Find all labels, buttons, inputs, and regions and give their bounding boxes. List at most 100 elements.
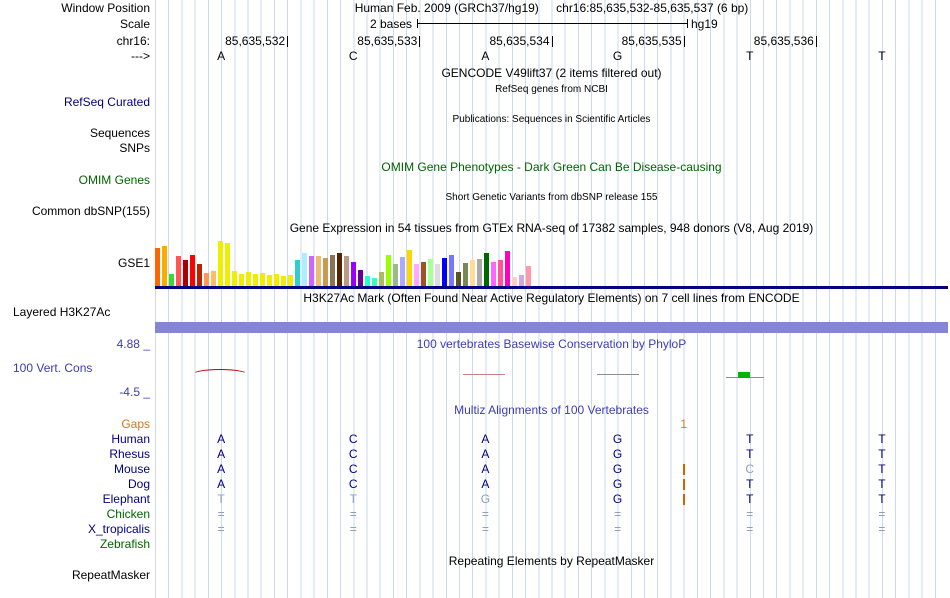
gtex-tissue-bar[interactable]	[512, 277, 517, 286]
species-label-elephant[interactable]: Elephant	[102, 492, 150, 506]
aligned-base: =	[746, 522, 754, 536]
gtex-tissue-bar[interactable]	[379, 272, 384, 286]
species-label-chicken[interactable]: Chicken	[106, 507, 150, 521]
gtex-tissue-bar[interactable]	[197, 264, 202, 286]
gtex-tissue-bar[interactable]	[295, 260, 300, 286]
gencode-track-title[interactable]: GENCODE V49lift37 (2 items filtered out)	[441, 66, 662, 80]
gtex-tissue-bar[interactable]	[169, 274, 174, 286]
gtex-tissue-bar[interactable]	[393, 264, 398, 286]
gtex-tissue-bar[interactable]	[400, 257, 405, 286]
gtex-tissue-bar[interactable]	[239, 274, 244, 286]
gtex-tissue-bar[interactable]	[344, 256, 349, 286]
label-refseq-curated[interactable]: RefSeq Curated	[63, 95, 150, 109]
gtex-tissue-bar[interactable]	[386, 255, 391, 286]
gtex-tissue-bar[interactable]	[316, 256, 321, 286]
conservation-segment	[597, 374, 639, 375]
gtex-tissue-bar[interactable]	[155, 248, 160, 286]
species-label-human[interactable]: Human	[111, 432, 150, 446]
gtex-tissue-bar[interactable]	[505, 251, 510, 286]
species-label-rhesus[interactable]: Rhesus	[109, 447, 150, 461]
omim-track-title[interactable]: OMIM Gene Phenotypes - Dark Green Can Be…	[381, 160, 722, 174]
gtex-tissue-bar[interactable]	[428, 259, 433, 286]
label-sequences[interactable]: Sequences	[89, 126, 150, 140]
gtex-tissue-bar[interactable]	[190, 255, 195, 286]
phylop-track-title[interactable]: 100 vertebrates Basewise Conservation by…	[416, 337, 687, 351]
gtex-tissue-bar[interactable]	[246, 272, 251, 286]
label-snps[interactable]: SNPs	[119, 141, 150, 155]
gtex-tissue-bar[interactable]	[519, 275, 524, 286]
label-gse1[interactable]: GSE1	[117, 256, 150, 270]
gtex-tissue-bar[interactable]	[351, 262, 356, 286]
gtex-tissue-bar[interactable]	[491, 262, 496, 286]
label-omim-genes[interactable]: OMIM Genes	[78, 173, 150, 187]
label-conservation-min: -4.5 _	[119, 385, 150, 399]
species-label-x_tropicalis[interactable]: X_tropicalis	[87, 522, 150, 536]
gtex-tissue-bar[interactable]	[421, 262, 426, 286]
gtex-tissue-bar[interactable]	[274, 274, 279, 286]
aligned-base: =	[746, 507, 754, 521]
gtex-tissue-bar[interactable]	[218, 241, 223, 286]
gtex-tissue-bar[interactable]	[456, 272, 461, 286]
gtex-tissue-bar[interactable]	[526, 266, 531, 286]
gtex-tissue-bar[interactable]	[204, 273, 209, 286]
gtex-tissue-bar[interactable]	[470, 260, 475, 286]
repeatmasker-track-title[interactable]: Repeating Elements by RepeatMasker	[448, 554, 655, 568]
gtex-tissue-bar[interactable]	[211, 271, 216, 286]
gtex-tissue-bar[interactable]	[323, 258, 328, 286]
h3k27ac-signal-bar[interactable]	[155, 322, 948, 333]
species-label-zebrafish[interactable]: Zebrafish	[99, 537, 150, 551]
gtex-tissue-bar[interactable]	[477, 259, 482, 286]
gtex-tissue-bar[interactable]	[463, 263, 468, 286]
h3k27ac-track-title[interactable]: H3K27Ac Mark (Often Found Near Active Re…	[303, 291, 800, 305]
gtex-expression-chart[interactable]	[155, 0, 948, 286]
label-layered-h3k27ac[interactable]: Layered H3K27Ac	[13, 305, 111, 319]
reference-base: C	[348, 49, 358, 63]
gtex-tissue-bar[interactable]	[302, 253, 307, 286]
gtex-tissue-bar[interactable]	[358, 270, 363, 286]
gtex-tissue-bar[interactable]	[309, 256, 314, 286]
gtex-tissue-bar[interactable]	[267, 275, 272, 286]
gtex-tissue-bar[interactable]	[407, 250, 412, 286]
dbsnp-track-title[interactable]: Short Genetic Variants from dbSNP releas…	[445, 192, 658, 203]
gtex-tissue-bar[interactable]	[435, 264, 440, 286]
gtex-tissue-bar[interactable]	[414, 264, 419, 286]
refseq-track-subtitle[interactable]: RefSeq genes from NCBI	[495, 84, 608, 95]
ruler-tick-mark	[287, 36, 289, 47]
gtex-tissue-bar[interactable]	[281, 276, 286, 286]
gtex-tissue-bar[interactable]	[225, 243, 230, 286]
gtex-tissue-bar[interactable]	[449, 255, 454, 286]
gtex-baseline	[155, 286, 948, 289]
aligned-base: T	[878, 447, 886, 461]
gtex-tissue-bar[interactable]	[330, 255, 335, 286]
label-chromosome: chr16:	[116, 34, 150, 48]
gtex-tissue-bar[interactable]	[337, 253, 342, 286]
gtex-tissue-bar[interactable]	[162, 246, 167, 286]
gtex-tissue-bar[interactable]	[372, 278, 377, 286]
aligned-base: T	[878, 462, 886, 476]
label-vert-cons[interactable]: 100 Vert. Cons	[13, 361, 93, 375]
gtex-tissue-bar[interactable]	[232, 271, 237, 286]
species-label-dog[interactable]: Dog	[127, 477, 150, 491]
species-label-gaps[interactable]: Gaps	[121, 417, 150, 431]
track-area[interactable]: Human Feb. 2009 (GRCh37/hg19) chr16:85,6…	[155, 0, 948, 598]
multiz-track-title[interactable]: Multiz Alignments of 100 Vertebrates	[454, 403, 649, 417]
gtex-tissue-bar[interactable]	[183, 260, 188, 286]
gtex-tissue-bar[interactable]	[288, 275, 293, 286]
label-repeatmasker[interactable]: RepeatMasker	[71, 568, 150, 582]
gtex-tissue-bar[interactable]	[442, 258, 447, 286]
label-conservation-max: 4.88 _	[116, 337, 150, 351]
gtex-tissue-bar[interactable]	[484, 253, 489, 286]
label-common-dbsnp[interactable]: Common dbSNP(155)	[31, 204, 150, 218]
label-scale: Scale	[119, 17, 150, 31]
gtex-tissue-bar[interactable]	[498, 260, 503, 286]
gtex-tissue-bar[interactable]	[176, 256, 181, 286]
multiz-alignment-grid[interactable]: 1 A C A G T T A C A G T T A C A G C T A C A G T T T T G G T T = = = = = = = = =…	[155, 0, 948, 598]
species-label-mouse[interactable]: Mouse	[113, 462, 150, 476]
gtex-tissue-bar[interactable]	[253, 274, 258, 286]
aligned-base: T	[746, 447, 754, 461]
gtex-tissue-bar[interactable]	[365, 276, 370, 286]
gtex-tissue-bar[interactable]	[260, 273, 265, 286]
conservation-track[interactable]	[155, 0, 948, 598]
publications-track-title[interactable]: Publications: Sequences in Scientific Ar…	[452, 114, 651, 125]
gtex-track-title[interactable]: Gene Expression in 54 tissues from GTEx …	[289, 221, 814, 235]
